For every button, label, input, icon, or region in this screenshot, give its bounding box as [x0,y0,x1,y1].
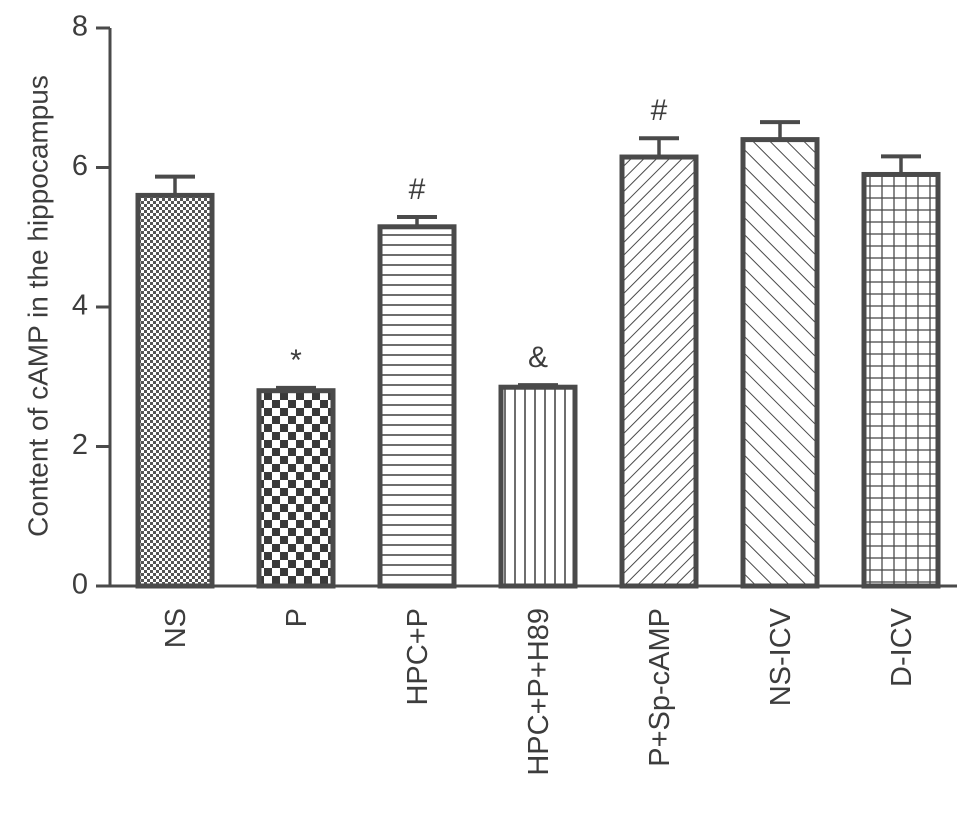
x-tick-label: HPC+P [402,608,434,706]
significance-marker: # [651,94,668,127]
bar-p-sp-camp [619,154,699,589]
y-tick-label: 6 [72,150,88,182]
y-tick-label: 8 [72,11,88,43]
x-tick-label: P [281,608,313,627]
x-tick-label: NS [160,608,192,648]
significance-marker: & [528,341,548,374]
bar-ns-icv [740,137,820,589]
significance-marker: # [409,173,426,206]
x-tick-label: D-ICV [886,607,918,687]
y-tick-label: 2 [72,429,88,461]
plot-area: 0 2 4 6 8 NS * P # HPC+P & HPC+P+H89 # P+Sp-cAMP NS-IC… [72,11,957,776]
y-axis-label: Content of cAMP in the hippocampus [22,75,53,537]
bar-ns [135,192,215,589]
bar-d-icv [861,171,941,589]
bar-p [256,388,336,589]
bar-hpc-p-h89 [498,384,578,589]
x-tick-label: HPC+P+H89 [523,608,555,776]
x-tick-label: P+Sp-cAMP [644,608,676,767]
significance-marker: * [290,344,302,377]
x-tick-label: NS-ICV [765,607,797,706]
bar-hpc-p [377,224,457,589]
y-tick-label: 0 [72,569,88,601]
y-tick-label: 4 [72,290,88,322]
